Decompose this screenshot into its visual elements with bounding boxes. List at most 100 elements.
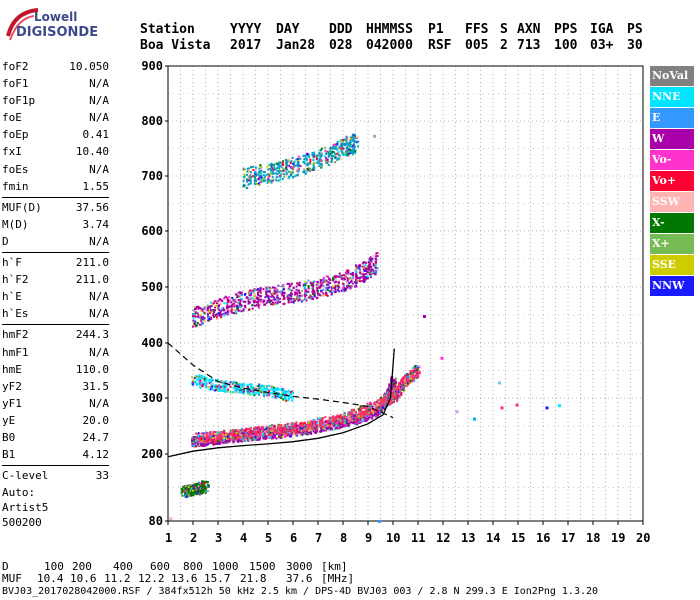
trace-point: [416, 373, 419, 376]
trace-point: [340, 274, 343, 277]
trace-point: [210, 315, 213, 318]
trace-point: [338, 422, 341, 424]
trace-point: [217, 314, 220, 317]
trace-point: [292, 176, 294, 179]
trace-point: [400, 387, 402, 390]
trace-point: [296, 296, 299, 299]
trace-point: [364, 264, 367, 267]
trace-point: [352, 413, 355, 416]
trace-point: [362, 416, 365, 419]
trace-point: [388, 386, 391, 389]
x-tick-label: 5: [265, 531, 272, 545]
trace-point: [240, 294, 243, 297]
trace-point: [392, 399, 395, 402]
trace-point: [361, 276, 364, 279]
trace-point: [277, 427, 280, 430]
trace-point: [272, 435, 274, 438]
trace-point: [404, 383, 407, 386]
trace-point: [302, 428, 305, 431]
trace-point: [307, 285, 310, 287]
trace-point: [283, 175, 286, 178]
trace-point: [278, 162, 281, 165]
trace-point: [227, 312, 230, 315]
trace-point: [191, 440, 193, 443]
header-value: 2017: [230, 38, 261, 53]
trace-point: [368, 262, 371, 265]
trace-point: [297, 168, 300, 171]
trace-point: [206, 432, 209, 435]
trace-point: [341, 423, 344, 426]
trace-point: [233, 309, 236, 312]
trace-point: [345, 274, 348, 277]
trace-point: [252, 438, 255, 441]
trace-point: [401, 380, 404, 382]
trace-point: [289, 172, 292, 175]
trace-point: [264, 176, 266, 179]
trace-point: [401, 378, 404, 381]
trace-point: [214, 435, 217, 438]
trace-point: [268, 301, 271, 304]
trace-point: [335, 424, 338, 427]
trace-point: [378, 400, 381, 403]
trace-point: [342, 421, 345, 424]
trace-point: [292, 422, 295, 425]
trace-point: [292, 162, 295, 165]
trace-point: [346, 277, 349, 280]
trace-point: [386, 389, 389, 392]
trace-point: [276, 296, 279, 299]
trace-point: [209, 431, 212, 434]
trace-point: [354, 421, 357, 424]
trace-point: [271, 294, 274, 297]
trace-point: [351, 419, 354, 422]
trace-point: [231, 297, 234, 299]
trace-point: [365, 418, 368, 420]
trace-point: [249, 296, 252, 299]
trace-point: [237, 291, 240, 294]
trace-point: [292, 426, 295, 429]
trace-point: [223, 430, 225, 433]
trace-point: [267, 290, 270, 293]
trace-point: [246, 173, 248, 176]
trace-point: [298, 430, 301, 433]
header-value: RSF: [428, 38, 452, 53]
trace-point: [356, 423, 359, 426]
trace-point: [234, 311, 237, 314]
trace-point: [294, 291, 297, 294]
trace-point: [285, 424, 288, 427]
trace-point: [255, 426, 258, 429]
trace-point: [236, 307, 239, 310]
trace-point: [209, 439, 212, 442]
trace-point: [262, 437, 265, 440]
trace-point: [252, 432, 255, 435]
trace-point: [222, 434, 225, 436]
trace-point: [253, 294, 256, 297]
trace-point: [254, 435, 257, 438]
trace-point: [296, 430, 299, 433]
trace-point: [264, 303, 267, 306]
trace-point: [361, 418, 364, 421]
trace-point: [245, 435, 247, 438]
trace-point: [312, 281, 315, 284]
trace-point: [379, 408, 382, 411]
trace-point: [245, 296, 248, 299]
trace-point: [223, 312, 226, 315]
trace-point: [233, 430, 236, 433]
trace-point: [312, 289, 315, 292]
trace-point: [195, 443, 198, 446]
trace-point: [240, 291, 243, 294]
trace-point: [192, 443, 195, 446]
trace-point: [358, 422, 361, 424]
trace-point: [258, 174, 261, 177]
trace-point: [321, 427, 324, 430]
trace-point: [354, 277, 357, 280]
trace-point: [295, 425, 298, 428]
trace-point: [358, 276, 361, 279]
trace-point: [322, 286, 325, 289]
trace-point: [274, 303, 277, 306]
trace-point: [316, 426, 319, 429]
trace-point: [210, 305, 213, 307]
trace-point: [258, 170, 261, 173]
trace-point: [311, 287, 314, 290]
trace-point: [261, 426, 264, 429]
trace-point: [250, 176, 253, 179]
